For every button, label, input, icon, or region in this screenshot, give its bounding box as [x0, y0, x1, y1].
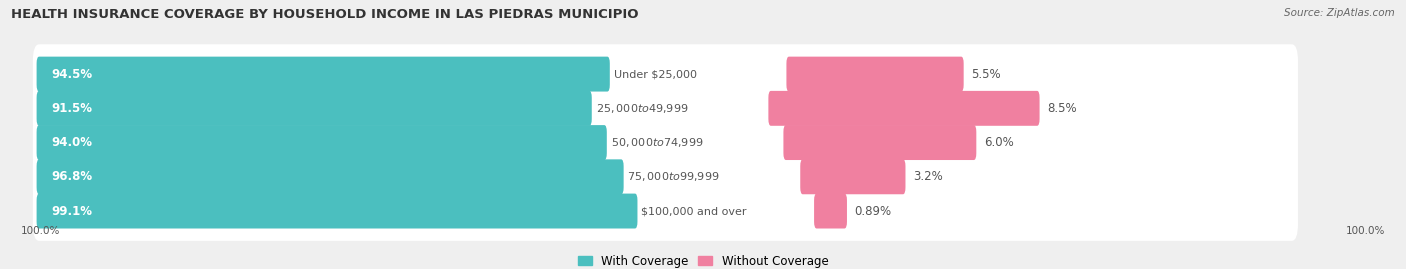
Text: 5.5%: 5.5% — [972, 68, 1001, 81]
FancyBboxPatch shape — [37, 57, 610, 91]
FancyBboxPatch shape — [783, 125, 976, 160]
FancyBboxPatch shape — [32, 147, 1298, 207]
Text: Source: ZipAtlas.com: Source: ZipAtlas.com — [1284, 8, 1395, 18]
FancyBboxPatch shape — [37, 159, 624, 194]
Legend: With Coverage, Without Coverage: With Coverage, Without Coverage — [572, 250, 834, 269]
Text: 94.5%: 94.5% — [52, 68, 93, 81]
Text: $25,000 to $49,999: $25,000 to $49,999 — [596, 102, 688, 115]
Text: 6.0%: 6.0% — [984, 136, 1014, 149]
FancyBboxPatch shape — [32, 44, 1298, 104]
FancyBboxPatch shape — [37, 194, 637, 228]
Text: 0.89%: 0.89% — [855, 204, 891, 218]
Text: $50,000 to $74,999: $50,000 to $74,999 — [610, 136, 703, 149]
FancyBboxPatch shape — [37, 91, 592, 126]
FancyBboxPatch shape — [37, 125, 607, 160]
FancyBboxPatch shape — [786, 57, 963, 91]
FancyBboxPatch shape — [800, 159, 905, 194]
FancyBboxPatch shape — [32, 181, 1298, 241]
Text: 91.5%: 91.5% — [52, 102, 93, 115]
Text: $100,000 and over: $100,000 and over — [641, 206, 747, 216]
FancyBboxPatch shape — [32, 113, 1298, 172]
Text: 8.5%: 8.5% — [1047, 102, 1077, 115]
FancyBboxPatch shape — [769, 91, 1039, 126]
FancyBboxPatch shape — [814, 194, 846, 228]
Text: 100.0%: 100.0% — [20, 226, 59, 236]
Text: 94.0%: 94.0% — [52, 136, 93, 149]
FancyBboxPatch shape — [32, 79, 1298, 138]
Text: 3.2%: 3.2% — [912, 170, 943, 183]
Text: $75,000 to $99,999: $75,000 to $99,999 — [627, 170, 720, 183]
Text: HEALTH INSURANCE COVERAGE BY HOUSEHOLD INCOME IN LAS PIEDRAS MUNICIPIO: HEALTH INSURANCE COVERAGE BY HOUSEHOLD I… — [11, 8, 638, 21]
Text: Under $25,000: Under $25,000 — [613, 69, 696, 79]
Text: 100.0%: 100.0% — [1347, 226, 1386, 236]
Text: 96.8%: 96.8% — [52, 170, 93, 183]
Text: 99.1%: 99.1% — [52, 204, 93, 218]
